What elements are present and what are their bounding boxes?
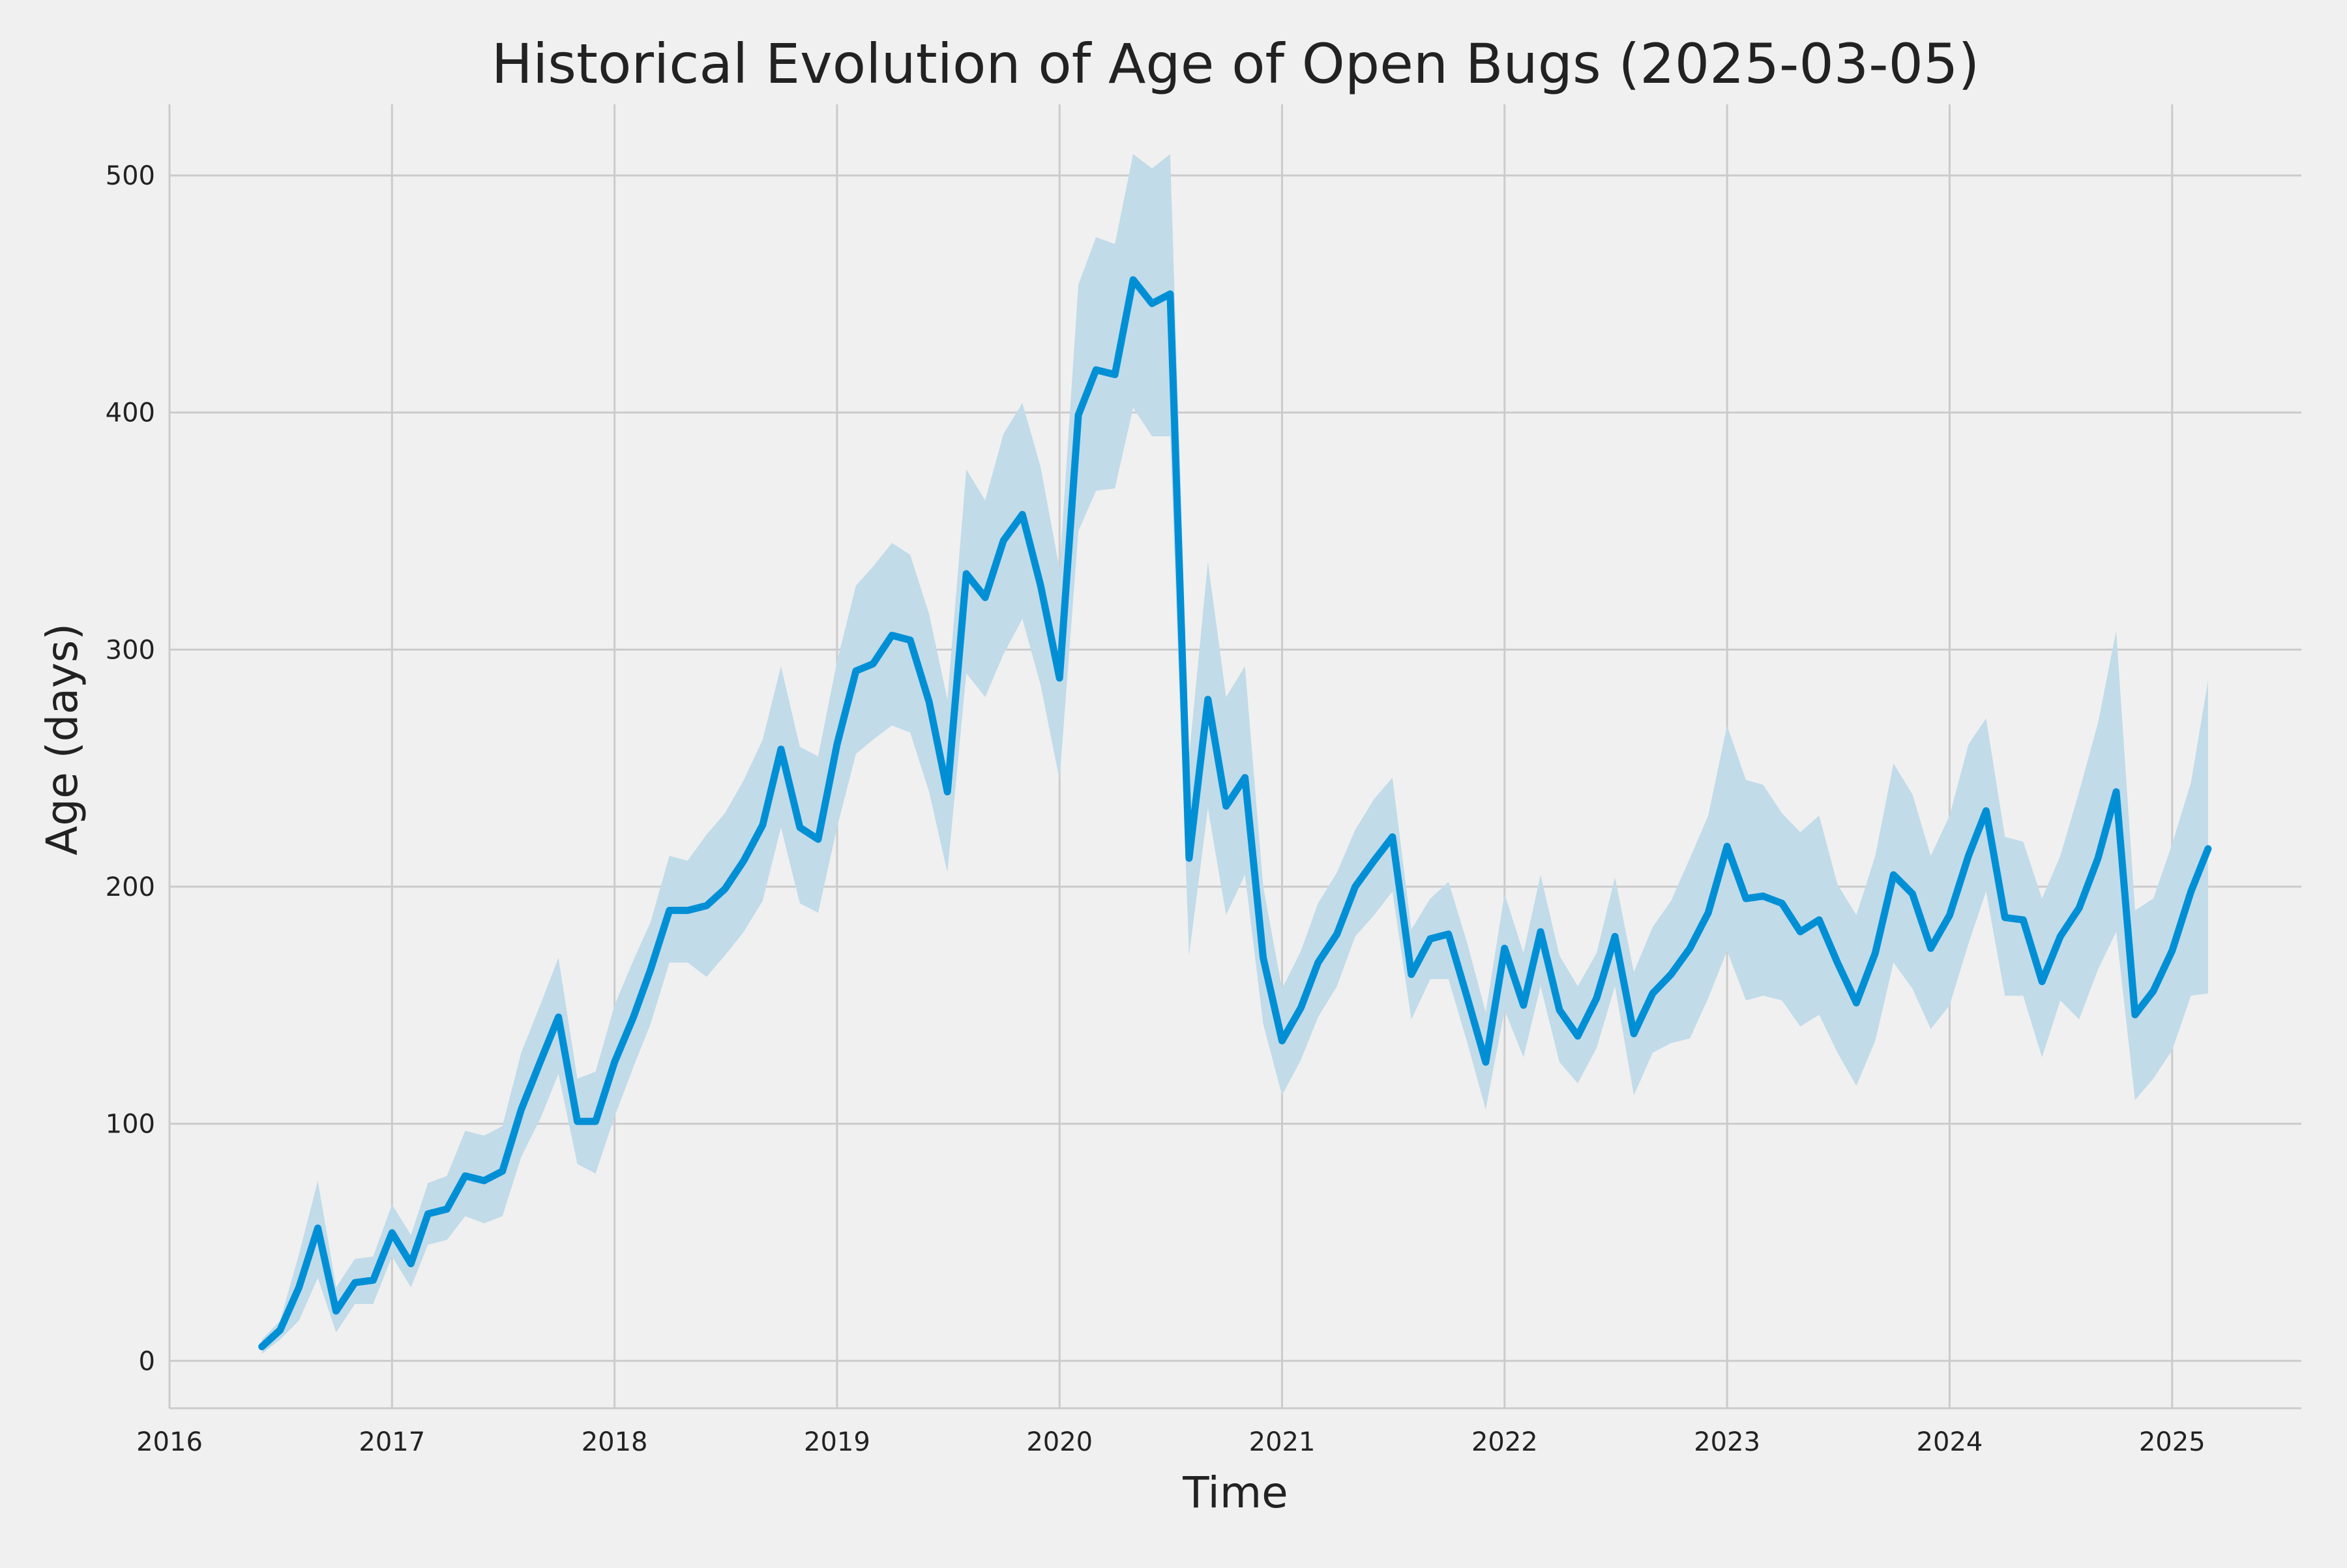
y-tick-label: 0 [139,1346,155,1376]
x-tick-label: 2019 [804,1427,870,1457]
x-tick-label: 2017 [359,1427,425,1457]
y-tick-label: 500 [106,161,155,191]
x-tick-label: 2018 [582,1427,648,1457]
x-tick-label: 2025 [2139,1427,2206,1457]
x-tick-label: 2020 [1026,1427,1093,1457]
y-tick-label: 400 [106,398,155,428]
chart-title: Historical Evolution of Age of Open Bugs… [492,32,1979,96]
y-tick-label: 100 [106,1110,155,1140]
x-tick-label: 2021 [1249,1427,1316,1457]
x-tick-label: 2022 [1471,1427,1538,1457]
y-tick-label: 200 [106,872,155,902]
series-line [258,276,2212,1350]
tick-labels: 2016 2017 2018 2019 2020 2021 2022 2023 2024 2025… [106,161,2206,1457]
y-axis-title: Age (days) [37,623,87,855]
y-tick-label: 300 [106,635,155,665]
series-line-layer [258,276,2212,1350]
x-tick-label: 2024 [1917,1427,1983,1457]
grid [168,104,2301,1408]
x-tick-label: 2016 [136,1427,203,1457]
x-axis-title: Time [1182,1468,1288,1518]
x-tick-label: 2023 [1694,1427,1760,1457]
confidence-band [261,154,2208,1354]
confidence-band-layer [261,154,2208,1354]
